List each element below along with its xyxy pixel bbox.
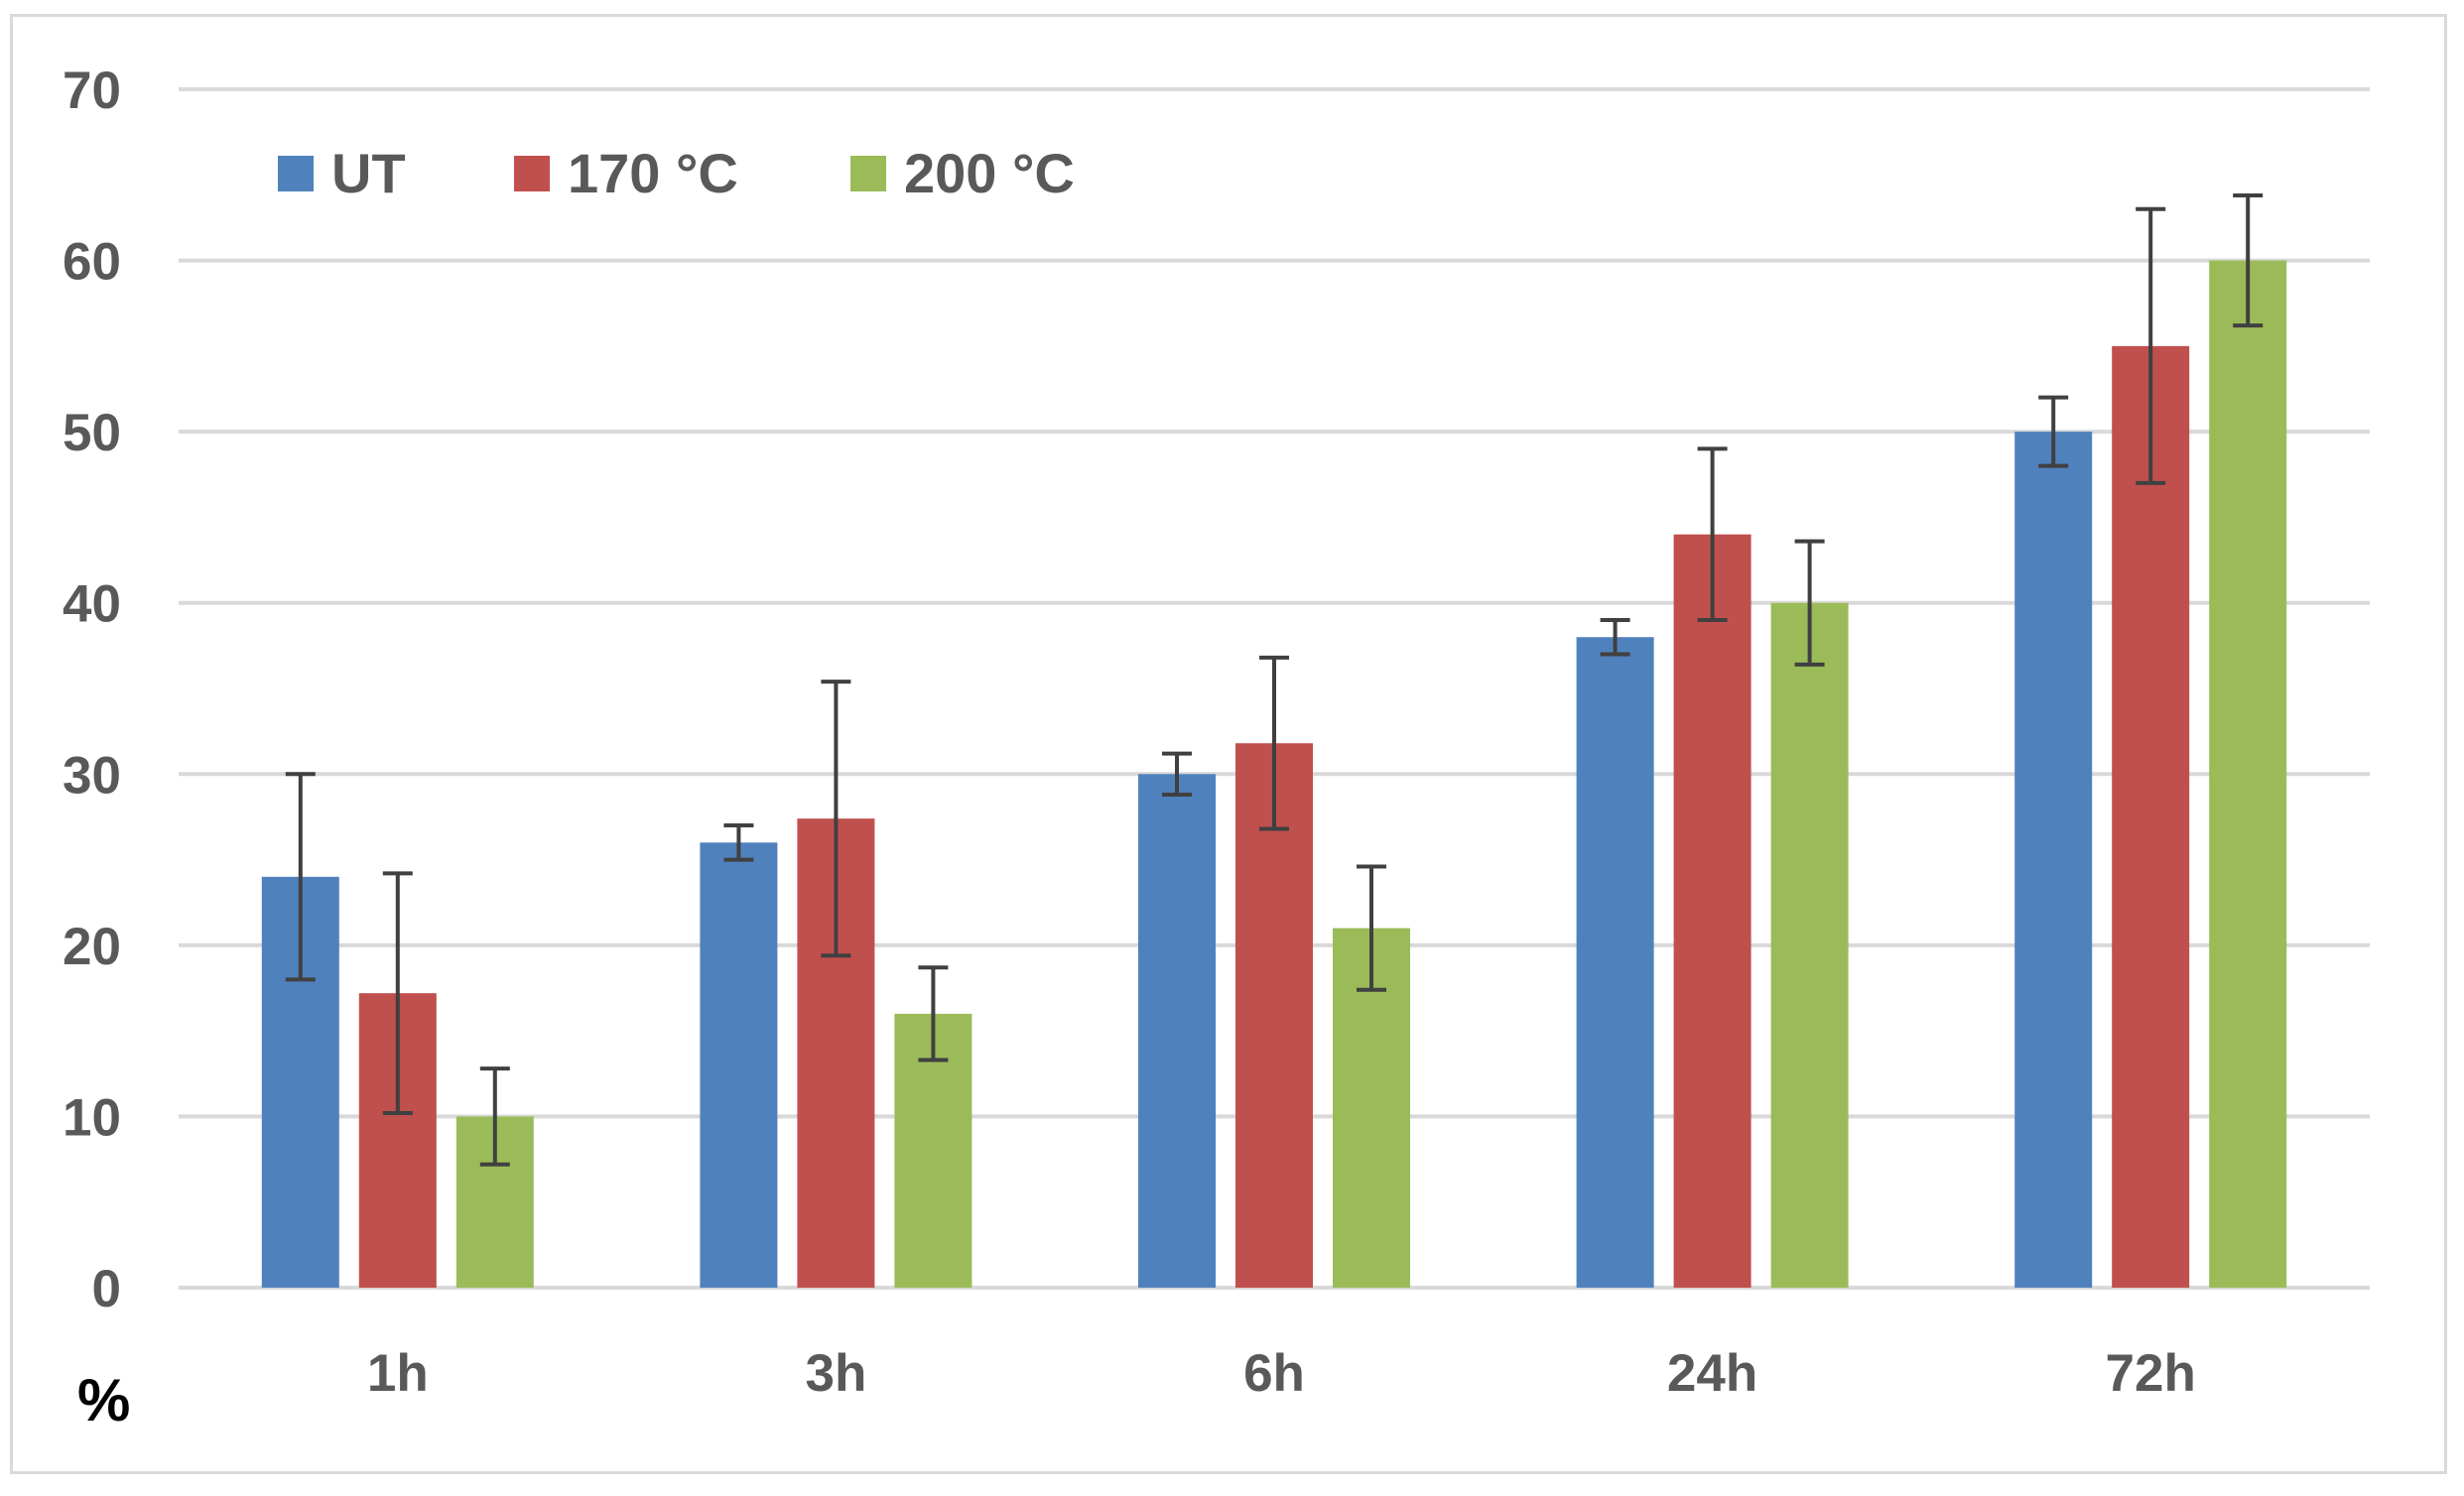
x-category-label: 3h (805, 1344, 866, 1403)
bars (261, 260, 2287, 1289)
error-bar (479, 1066, 510, 1167)
legend: UT 170 °C 200 °C (278, 142, 1075, 204)
x-category-label: 24h (1667, 1344, 1757, 1403)
legend-item: 170 °C (514, 142, 738, 204)
bar-200c-72h (2209, 260, 2287, 1289)
bar-ut-24h (1576, 637, 1654, 1288)
legend-label: 170 °C (568, 142, 738, 204)
error-bar (723, 823, 754, 862)
legend-swatch (514, 156, 550, 191)
legend-label: UT (331, 142, 406, 204)
error-bar (285, 772, 316, 982)
error-bars (285, 192, 2264, 1167)
bar-170c-6h (1235, 743, 1313, 1288)
error-bar (1162, 751, 1192, 797)
error-bar (1600, 617, 1630, 657)
bar-170c-72h (2112, 345, 2190, 1288)
error-bar (1794, 539, 1825, 667)
legend-swatch (850, 156, 886, 191)
gridlines (179, 87, 2370, 1290)
legend-swatch (278, 156, 314, 191)
y-axis-unit-label: % (77, 1367, 130, 1434)
error-bar (2136, 206, 2166, 485)
y-tick-label: 40 (63, 575, 121, 634)
bar-ut-6h (1138, 774, 1216, 1288)
y-tick-label: 30 (63, 746, 121, 805)
bar-170c-24h (1673, 534, 1751, 1288)
x-axis-categories: 1h 3h 6h 24h 72h (367, 1344, 2196, 1403)
error-bar (2038, 395, 2069, 468)
y-tick-label: 0 (92, 1260, 121, 1318)
error-bar (1697, 446, 1728, 622)
error-bar (1357, 864, 1386, 992)
error-bar (1259, 655, 1289, 831)
y-tick-label: 20 (63, 918, 121, 976)
bar-200c-24h (1770, 602, 1849, 1288)
error-bar (918, 965, 949, 1062)
y-tick-label: 60 (63, 233, 121, 292)
bar-ut-72h (2014, 432, 2093, 1289)
y-axis-ticks: 0 10 20 30 40 50 60 70 (63, 62, 121, 1318)
error-bar (382, 871, 413, 1115)
y-tick-label: 50 (63, 404, 121, 462)
legend-item: UT (278, 142, 406, 204)
x-category-label: 72h (2106, 1344, 2196, 1403)
error-bar (2233, 192, 2264, 328)
x-category-label: 6h (1243, 1344, 1305, 1403)
x-category-label: 1h (367, 1344, 429, 1403)
y-tick-label: 10 (63, 1088, 121, 1147)
legend-item: 200 °C (850, 142, 1075, 204)
legend-label: 200 °C (904, 142, 1075, 204)
bar-ut-3h (700, 842, 778, 1288)
error-bar (821, 680, 851, 958)
y-tick-label: 70 (63, 62, 121, 120)
